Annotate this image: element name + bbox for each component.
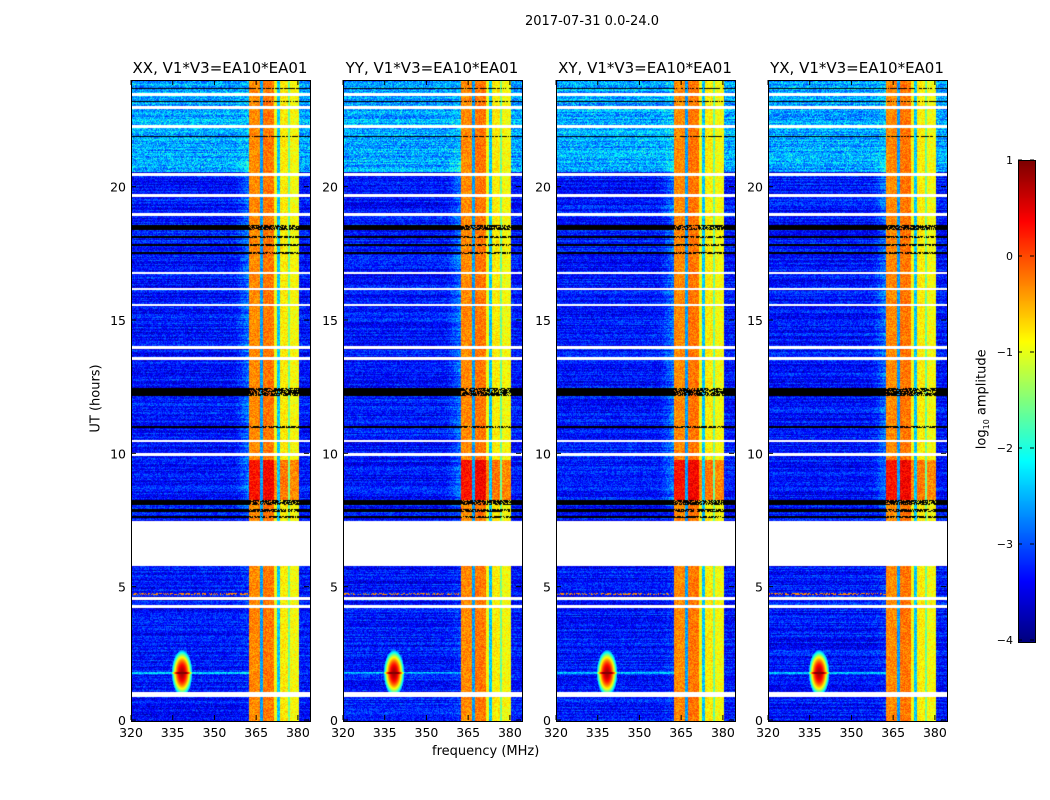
y-tick-label: 0 xyxy=(330,713,338,728)
colorbar-tick-label: −2 xyxy=(997,442,1013,455)
x-tick-label: 350 xyxy=(628,725,652,740)
colorbar-tick-label: 1 xyxy=(1006,154,1013,167)
y-tick-label: 5 xyxy=(118,580,126,595)
x-tick-label: 380 xyxy=(711,725,735,740)
heatmap-yy xyxy=(343,80,523,722)
x-tick-label: 335 xyxy=(161,725,185,740)
y-tick-label: 20 xyxy=(747,180,763,195)
y-tick-label: 15 xyxy=(110,313,126,328)
panel-title-xx: XX, V1*V3=EA10*EA01 xyxy=(132,59,308,77)
y-tick-label: 20 xyxy=(322,180,338,195)
y-tick-label: 20 xyxy=(110,180,126,195)
x-tick-label: 335 xyxy=(373,725,397,740)
y-tick-label: 20 xyxy=(535,180,551,195)
panel-title-yx: YX, V1*V3=EA10*EA01 xyxy=(770,59,944,77)
heatmap-xx xyxy=(131,80,311,722)
y-tick-label: 10 xyxy=(535,446,551,461)
x-tick-label: 320 xyxy=(331,725,355,740)
y-tick-label: 5 xyxy=(330,580,338,595)
y-tick-label: 10 xyxy=(747,446,763,461)
y-tick-label: 15 xyxy=(747,313,763,328)
y-tick-label: 15 xyxy=(322,313,338,328)
y-tick-label: 0 xyxy=(755,713,763,728)
colorbar-tick-label: −4 xyxy=(997,634,1013,647)
x-tick-label: 365 xyxy=(669,725,693,740)
x-tick-label: 320 xyxy=(756,725,780,740)
x-tick-label: 350 xyxy=(203,725,227,740)
x-tick-label: 380 xyxy=(286,725,310,740)
x-tick-label: 380 xyxy=(498,725,522,740)
x-tick-label: 350 xyxy=(840,725,864,740)
heatmap-xy xyxy=(556,80,736,722)
x-tick-label: 380 xyxy=(923,725,947,740)
x-tick-label: 365 xyxy=(881,725,905,740)
y-tick-label: 0 xyxy=(543,713,551,728)
panel-title-yy: YY, V1*V3=EA10*EA01 xyxy=(345,59,519,77)
colorbar-tick-label: −1 xyxy=(997,346,1013,359)
x-tick-label: 335 xyxy=(586,725,610,740)
y-tick-label: 10 xyxy=(322,446,338,461)
y-tick-label: 15 xyxy=(535,313,551,328)
y-tick-label: 5 xyxy=(543,580,551,595)
x-tick-label: 365 xyxy=(244,725,268,740)
colorbar xyxy=(1018,160,1036,643)
colorbar-tick-label: −3 xyxy=(997,538,1013,551)
heatmap-yx xyxy=(768,80,948,722)
x-tick-label: 320 xyxy=(544,725,568,740)
x-tick-label: 350 xyxy=(415,725,439,740)
figure-suptitle: 2017-07-31 0.0-24.0 xyxy=(525,14,659,29)
y-tick-label: 10 xyxy=(110,446,126,461)
colorbar-tick-label: 0 xyxy=(1006,250,1013,263)
panel-title-xy: XY, V1*V3=EA10*EA01 xyxy=(558,59,732,77)
x-tick-label: 335 xyxy=(798,725,822,740)
y-tick-label: 5 xyxy=(755,580,763,595)
x-axis-label: frequency (MHz) xyxy=(432,744,540,759)
y-tick-label: 0 xyxy=(118,713,126,728)
x-tick-label: 365 xyxy=(456,725,480,740)
x-tick-label: 320 xyxy=(119,725,143,740)
